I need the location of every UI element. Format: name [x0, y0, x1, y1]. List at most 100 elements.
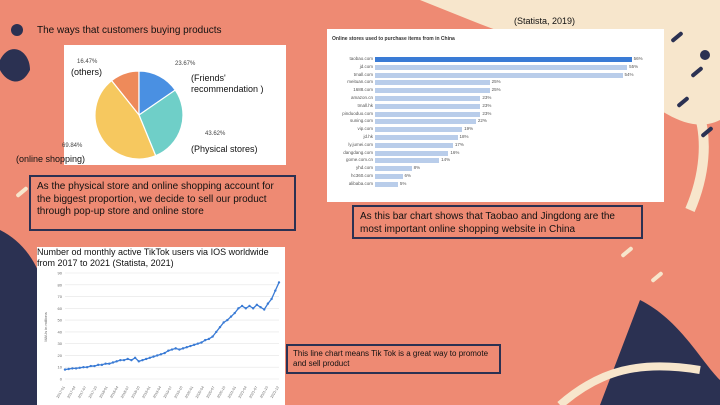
line-point [148, 356, 152, 359]
bar-category-label: alibaba.com [348, 180, 373, 186]
pie-chart [94, 70, 184, 160]
bar-value-label: 22% [477, 118, 487, 124]
x-tick-label: 2017-07 [77, 386, 87, 399]
x-tick-label: 2021-10 [259, 386, 269, 399]
bar-category-label: gome.com.cn [345, 157, 373, 163]
line-series [64, 282, 280, 371]
line-chart-title: Number od monthly active TikTok users vi… [37, 247, 269, 268]
line-point [74, 367, 78, 370]
bar-value-label: 25% [491, 87, 501, 93]
x-tick-label: 2017-04 [67, 386, 77, 399]
line-point [244, 307, 247, 310]
slide-title: The ways that customers buying products [37, 25, 222, 36]
line-point [192, 343, 196, 347]
y-tick-label: 90 [58, 271, 63, 276]
line-point [78, 366, 81, 370]
bar-category-label: hc360.com [350, 173, 373, 178]
bar-value-label: 19% [464, 126, 474, 132]
x-tick-label: 2020-01 [184, 386, 194, 399]
x-tick-label: 2021-04 [238, 386, 248, 399]
pie-pct-others: 16.47% [77, 59, 98, 65]
line-point [67, 367, 70, 371]
line-point [122, 358, 126, 362]
cream-dash-marks [16, 186, 663, 283]
x-tick-label: 2018-07 [120, 386, 130, 399]
line-point [259, 305, 262, 309]
bar-value-label: 16% [450, 149, 460, 155]
bar [375, 64, 628, 70]
pie-label-online: (online shopping) [16, 154, 86, 164]
pie-pct-friends: 23.67% [175, 61, 196, 67]
line-point [156, 354, 159, 357]
x-tick-label: 2017-01 [56, 386, 66, 399]
bar [375, 88, 490, 94]
y-tick-label: 50 [58, 318, 63, 323]
y-tick-label: 20 [58, 353, 63, 358]
x-tick-label: 2020-04 [195, 386, 205, 399]
line-point [226, 318, 229, 322]
bar-category-label: 1688.com [353, 87, 373, 93]
navy-dash-marks [671, 31, 713, 138]
bar-value-label: 14% [441, 157, 451, 163]
line-point [266, 302, 270, 305]
line-point [240, 304, 244, 308]
x-tick-label: 2018-01 [99, 386, 109, 399]
pie-caption-box: As the physical store and online shoppin… [29, 175, 296, 231]
y-tick-label: 60 [58, 306, 63, 311]
bar [375, 80, 490, 86]
bar [375, 142, 453, 148]
navy-shape-top-left [0, 49, 30, 82]
line-point [133, 356, 137, 359]
line-point [263, 308, 266, 311]
cream-stroke-bottom-right [557, 362, 701, 405]
line-point [170, 348, 174, 351]
bar-category-label: dangdang.com [343, 149, 373, 155]
bar-chart: taobao.com 56% jd.com 55% tmall.com 54% meitua… [327, 29, 664, 202]
x-tick-label: 2020-10 [216, 386, 226, 399]
line-point [211, 335, 214, 338]
line-point [137, 360, 140, 363]
bar-value-label: 17% [454, 141, 464, 147]
line-point [126, 357, 129, 361]
bar [375, 135, 458, 140]
line-point [167, 349, 170, 352]
line-point [63, 368, 67, 371]
bar-value-label: 6% [404, 173, 412, 178]
y-axis-label: MAUs in millions [43, 312, 48, 342]
line-point [93, 364, 96, 368]
x-tick-label: 2018-10 [131, 386, 141, 399]
bar [375, 96, 481, 101]
line-point [152, 355, 155, 358]
source-label: (Statista, 2019) [514, 16, 576, 26]
line-point [97, 363, 100, 367]
line-point [255, 303, 259, 306]
line-point [237, 307, 240, 310]
bar-category-label: vip.com [357, 126, 373, 132]
line-point [144, 357, 148, 361]
line-point [163, 351, 166, 355]
line-point [222, 321, 225, 324]
bar-value-label: 23% [482, 102, 492, 108]
bar-category-label: ly.jumei.com [348, 141, 373, 147]
bar [375, 127, 463, 133]
y-tick-label: 0 [60, 377, 63, 382]
pie-chart-panel: 16.47% 23.67% 43.62% 69.84% (others) (Fr… [62, 45, 286, 165]
y-tick-label: 70 [58, 294, 63, 299]
line-point [274, 289, 277, 292]
line-point [270, 297, 273, 301]
pie-slice-physical-stores [138, 89, 184, 157]
line-point [181, 347, 185, 350]
line-point [248, 304, 251, 308]
bar-category-label: meituan.com [347, 79, 373, 85]
bar-category-label: amazon.cn [350, 95, 373, 100]
line-point [130, 358, 133, 362]
line-point [204, 338, 207, 342]
x-tick-label: 2019-01 [141, 386, 151, 399]
bar [375, 174, 403, 179]
line-point [111, 361, 115, 364]
x-tick-label: 2021-12 [270, 386, 280, 399]
line-caption-box: This line chart means Tik Tok is a great… [286, 344, 501, 374]
line-point [100, 363, 104, 367]
y-tick-label: 30 [58, 341, 63, 346]
pie-pct-physical: 43.62% [205, 131, 226, 137]
